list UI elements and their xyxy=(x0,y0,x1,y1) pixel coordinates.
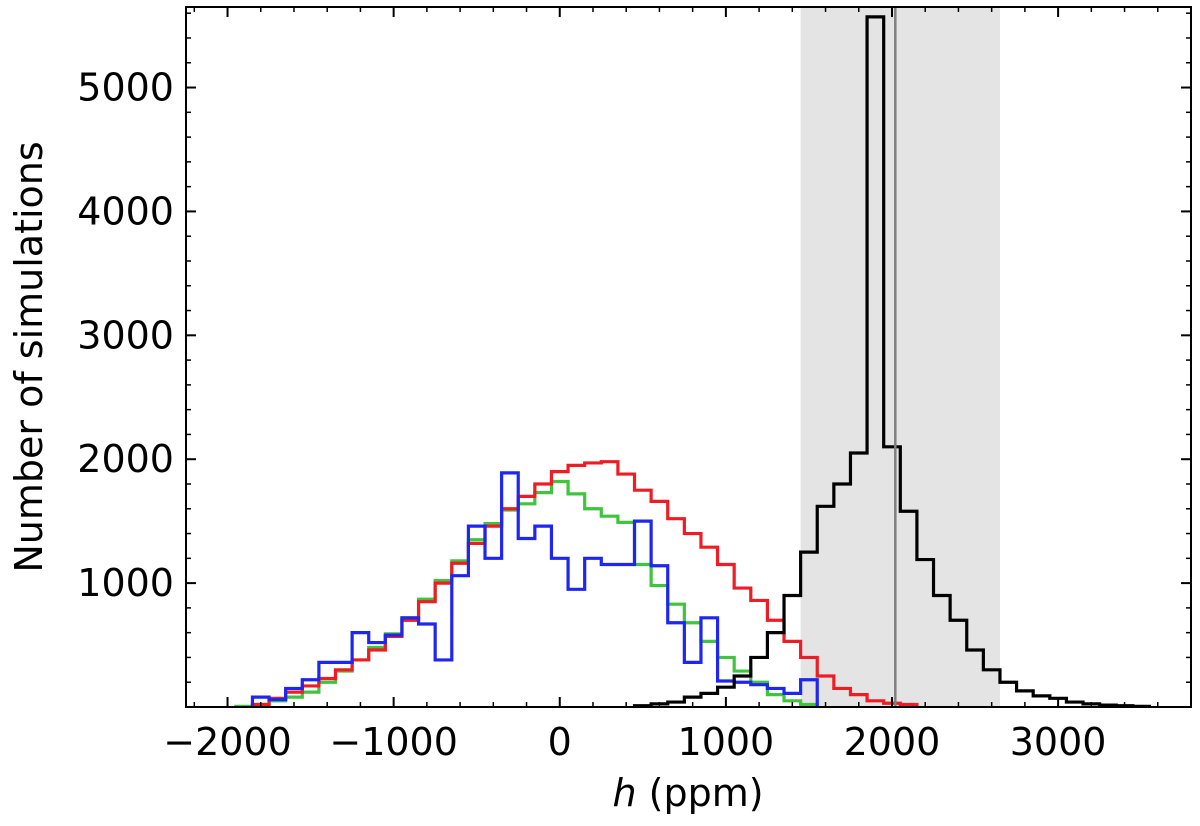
x-axis-label-italic: h xyxy=(612,771,636,815)
x-tick-label: 0 xyxy=(548,720,572,764)
histogram-series-2 xyxy=(250,460,919,707)
y-tick-label: 5000 xyxy=(77,66,174,110)
x-axis-label-units: (ppm) xyxy=(637,771,764,815)
plot-area xyxy=(234,7,1152,707)
x-tick-label: −2000 xyxy=(163,720,292,764)
y-tick-label: 2000 xyxy=(77,437,174,481)
axes-layer: −2000 −1000 0 1000 2000 3000 1000 2000 3000 4000 5… xyxy=(77,6,1192,764)
y-tick-label: 4000 xyxy=(77,189,174,233)
histogram-series-1 xyxy=(234,479,819,707)
axes-frame xyxy=(185,6,1192,708)
x-tick-label: 1000 xyxy=(678,720,775,764)
x-axis-label: h (ppm) xyxy=(612,771,763,815)
shaded-band xyxy=(800,7,1000,707)
histogram-series-4 xyxy=(632,15,1152,707)
y-tick-label: 1000 xyxy=(77,561,174,605)
y-tick-label: 3000 xyxy=(77,313,174,357)
y-axis-label: Number of simulations xyxy=(7,141,51,572)
x-tick-label: 2000 xyxy=(844,720,941,764)
x-tick-label: −1000 xyxy=(329,720,458,764)
histogram-series-3 xyxy=(250,471,819,707)
x-tick-label: 3000 xyxy=(1010,720,1107,764)
